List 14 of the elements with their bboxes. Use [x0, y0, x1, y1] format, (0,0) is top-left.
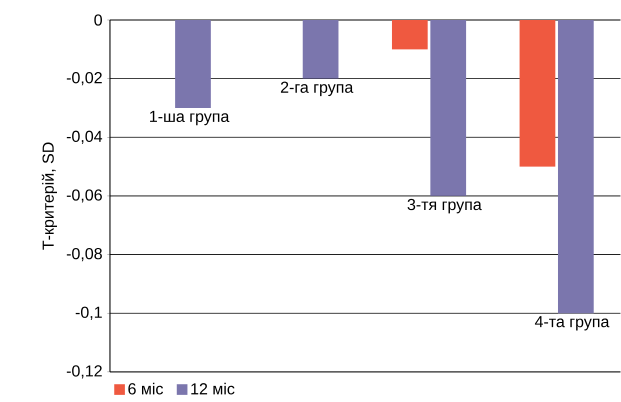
y-tick-label: -0,12 [66, 365, 102, 379]
legend-label: 6 міс [128, 382, 164, 395]
y-axis-title: Т-критерій, SD [42, 142, 57, 250]
x-tick-label: 2-га група [280, 82, 354, 96]
x-tick-label: 1-ша група [150, 111, 230, 126]
y-tick-label: -0,04 [66, 130, 102, 144]
y-tick-label: -0,06 [66, 189, 102, 203]
x-tick-label: 3-тя група [408, 199, 482, 214]
legend-label: 12 міс [191, 382, 234, 395]
y-tick-label: -0,1 [76, 306, 102, 320]
y-tick-label: -0,08 [66, 248, 102, 262]
x-tick-label: 4-та група [534, 316, 610, 331]
y-tick-label: 0 [94, 14, 102, 26]
y-tick-label: -0,02 [66, 72, 102, 86]
